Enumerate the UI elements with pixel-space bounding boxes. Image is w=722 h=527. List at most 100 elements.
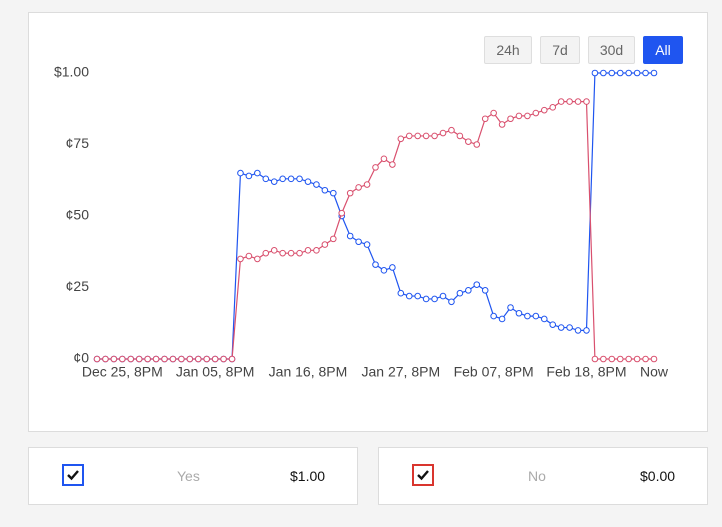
data-point (389, 264, 396, 271)
data-point (152, 355, 160, 363)
data-point (279, 175, 286, 183)
data-point (490, 312, 497, 320)
y-tick-label: ¢25 (66, 278, 90, 294)
y-tick-label: ¢0 (73, 350, 89, 366)
data-point (608, 69, 616, 77)
check-icon (67, 470, 79, 481)
data-point (262, 249, 270, 257)
data-point (304, 178, 312, 185)
data-point (524, 112, 531, 120)
data-point (144, 355, 151, 363)
data-point (591, 355, 599, 363)
data-point (566, 324, 573, 331)
data-point (557, 98, 565, 105)
y-tick-label: ¢50 (66, 207, 90, 223)
data-point (363, 181, 371, 188)
data-point (583, 98, 590, 105)
range-button[interactable]: 24h (484, 36, 532, 64)
data-point (254, 169, 261, 177)
data-point (363, 241, 371, 248)
data-point (549, 321, 557, 328)
outcome-label: No (528, 468, 546, 484)
data-point (405, 292, 413, 300)
data-point (481, 115, 489, 123)
data-point (566, 98, 573, 105)
data-point (245, 172, 253, 180)
range-button[interactable]: 7d (540, 36, 580, 64)
data-point (456, 289, 464, 297)
data-point (650, 69, 658, 77)
data-point (330, 189, 337, 197)
data-point (465, 287, 472, 294)
data-point (515, 112, 523, 120)
outcome-price: $1.00 (290, 468, 326, 484)
data-point (498, 121, 506, 128)
outcome-label: Yes (177, 468, 200, 484)
y-tick-label: $1.00 (54, 64, 89, 80)
data-point (465, 138, 472, 145)
data-point (414, 292, 421, 300)
data-point (405, 132, 413, 140)
data-point (540, 315, 548, 323)
range-button[interactable]: All (643, 36, 683, 64)
x-tick-label: Jan 16, 8PM (269, 364, 348, 380)
data-point (127, 355, 135, 363)
data-point (507, 304, 514, 311)
data-point (397, 135, 405, 143)
data-point (414, 132, 421, 140)
data-point (473, 281, 481, 288)
range-button[interactable]: 30d (588, 36, 635, 64)
data-point (330, 235, 337, 243)
data-point (591, 69, 599, 77)
data-point (532, 312, 540, 320)
data-point (296, 249, 303, 257)
checkbox[interactable] (62, 464, 84, 486)
data-point (355, 184, 362, 191)
data-point (119, 355, 126, 363)
outcome-price: $0.00 (640, 468, 676, 484)
x-tick-label: Now (640, 364, 669, 380)
data-point (321, 241, 329, 248)
check-icon (417, 470, 429, 481)
data-point (422, 132, 430, 140)
data-point (380, 267, 388, 274)
data-point (473, 141, 481, 148)
data-point (110, 355, 118, 363)
data-point (194, 355, 202, 363)
data-point (237, 169, 244, 177)
data-point (574, 98, 582, 105)
data-point (642, 69, 649, 77)
data-point (439, 292, 447, 300)
data-point (439, 129, 447, 137)
data-point (549, 104, 557, 111)
data-point (456, 132, 464, 140)
data-point (279, 249, 286, 257)
outcome-card[interactable]: No $0.00 (378, 447, 708, 505)
data-point (616, 69, 624, 77)
data-point (608, 355, 616, 363)
data-point (346, 232, 354, 240)
data-point (574, 327, 582, 334)
data-point (583, 327, 590, 334)
data-point (372, 261, 379, 268)
x-tick-label: Feb 18, 8PM (546, 364, 626, 380)
outcome-card[interactable]: Yes $1.00 (28, 447, 358, 505)
data-point (431, 132, 438, 140)
data-point (355, 238, 362, 246)
checkbox[interactable] (412, 464, 434, 486)
data-point (600, 69, 607, 77)
series-line (97, 72, 654, 360)
data-point (650, 355, 658, 363)
data-point (313, 247, 320, 254)
data-point (600, 355, 607, 363)
series-line (97, 101, 654, 360)
data-point (524, 312, 531, 320)
x-tick-label: Dec 25, 8PM (82, 364, 163, 380)
data-point (515, 309, 523, 317)
data-point (313, 181, 320, 188)
data-point (532, 109, 540, 117)
data-point (169, 355, 177, 363)
x-tick-label: Jan 05, 8PM (176, 364, 255, 380)
